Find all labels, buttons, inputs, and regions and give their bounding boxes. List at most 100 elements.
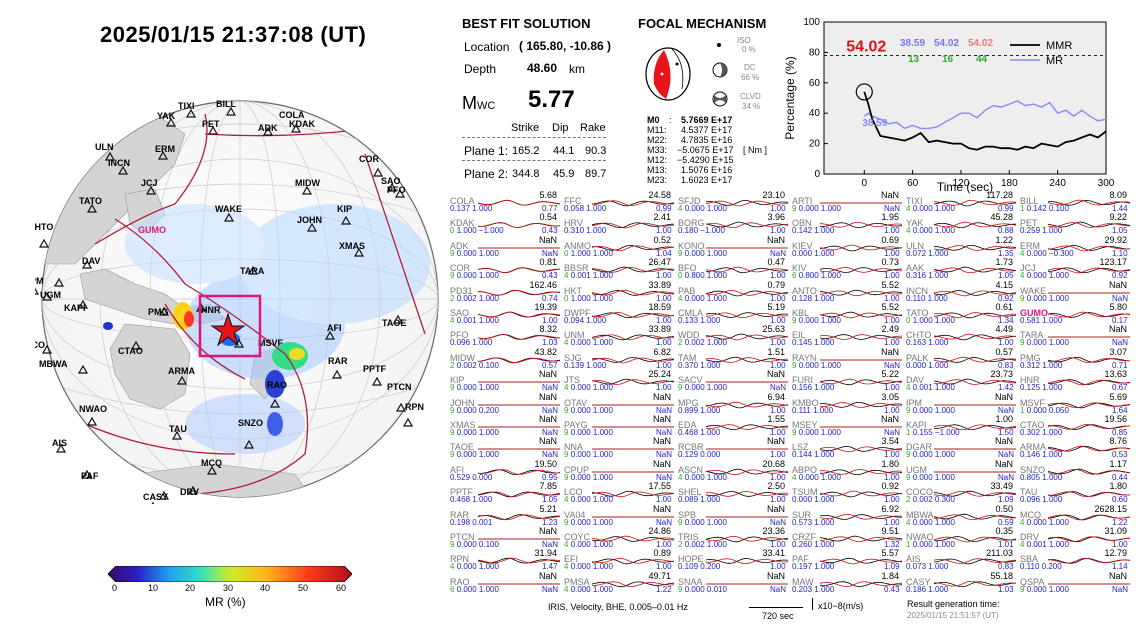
station-cell[interactable]: SUR 6.92 0.573 1.000 1.00 xyxy=(792,504,902,528)
station-cell[interactable]: LCO 17.55 4 0.000 1.000 1.00 xyxy=(564,481,674,505)
station-cell[interactable]: CMLA 5.19 0.133 1.000 1.00 xyxy=(678,302,788,326)
station-cell[interactable]: NNA NaN 9 0.000 1.000 NaN xyxy=(564,436,674,460)
station-cell[interactable]: PAYG NaN 9 0.000 1.000 NaN xyxy=(564,414,674,438)
station-cell[interactable]: HKT 33.89 0 1.000 1.000 1.00 xyxy=(564,280,674,304)
station-cell[interactable]: TARA NaN 9 0.000 1.000 NaN xyxy=(1020,324,1130,348)
station-cell[interactable]: MSEY NaN 9 0.000 1.000 NaN xyxy=(792,414,902,438)
station-cell[interactable]: CTAO 19.56 0.302 1.000 0.85 xyxy=(1020,414,1130,438)
station-cell[interactable]: CASY 55.18 0.186 1.000 1.03 xyxy=(906,571,1016,595)
station-cell[interactable]: AIS 211.03 0.073 1.000 0.83 xyxy=(906,548,1016,572)
station-cell[interactable]: ERM 29.92 4 0.000 −0.300 1.10 xyxy=(1020,235,1130,259)
station-cell[interactable]: DRV 31.09 4 0.001 1.000 1.00 xyxy=(1020,526,1130,550)
station-cell[interactable]: DWPF 18.59 0.094 1.000 1.00 xyxy=(564,302,674,326)
station-cell[interactable]: SACV NaN 9 0.000 1.000 NaN xyxy=(678,369,788,393)
station-cell[interactable]: MIDW 43.82 2 0.002 0.100 0.57 xyxy=(450,347,560,371)
station-cell[interactable]: SJG 6.82 0.139 1.000 1.00 xyxy=(564,347,674,371)
station-cell[interactable]: SNZO 1.17 0.805 1.000 0.44 xyxy=(1020,459,1130,483)
station-cell[interactable]: QSPA NaN 9 0.000 1.000 NaN xyxy=(1020,571,1130,595)
station-cell[interactable]: PMSA 49.71 4 0.000 1.000 1.22 xyxy=(564,571,674,595)
station-cell[interactable]: MCQ 2628.15 4 0.000 1.000 1.22 xyxy=(1020,504,1130,528)
station-cell[interactable]: JCJ 123.17 4 0.000 1.000 0.92 xyxy=(1020,257,1130,281)
station-cell[interactable]: TAU 1.80 0.096 1.000 0.60 xyxy=(1020,481,1130,505)
station-cell[interactable]: GUMO 5.80 0.581 1.000 0.17 xyxy=(1020,302,1130,326)
station-cell[interactable]: VA04 NaN 9 0.000 1.000 NaN xyxy=(564,504,674,528)
station-cell[interactable]: RAYN NaN 9 0.000 1.000 NaN xyxy=(792,347,902,371)
station-cell[interactable]: ANTO 5.52 0.128 1.000 1.00 xyxy=(792,280,902,304)
station-cell[interactable]: DGAR NaN 9 0.000 1.000 NaN xyxy=(906,436,1016,460)
station-cell[interactable]: PMG 3.07 0.312 1.000 0.71 xyxy=(1020,347,1130,371)
station-cell[interactable]: KBL 5.52 9 0.000 1.000 1.00 xyxy=(792,302,902,326)
station-cell[interactable]: JTS 25.24 4 0.000 1.000 1.00 xyxy=(564,369,674,393)
station-cell[interactable]: BORG 3.96 0.180 −1.000 1.00 xyxy=(678,212,788,236)
station-cell[interactable]: EDA 1.55 0.468 1.000 1.00 xyxy=(678,414,788,438)
station-cell[interactable]: ARTI NaN 9 0.000 1.000 NaN xyxy=(792,190,902,214)
station-cell[interactable]: HRV 2.41 0.310 1.000 1.00 xyxy=(564,212,674,236)
station-cell[interactable]: SBA 12.79 0.110 0.200 1.14 xyxy=(1020,548,1130,572)
station-cell[interactable]: OBN 1.95 0.142 1.000 1.00 xyxy=(792,212,902,236)
station-cell[interactable]: SAO 19.39 4 0.001 1.000 1.00 xyxy=(450,302,560,326)
station-cell[interactable]: RAR 5.21 0.198 0.001 1.23 xyxy=(450,504,560,528)
station-cell[interactable]: JOHN NaN 9 0.000 0.200 NaN xyxy=(450,392,560,416)
station-cell[interactable]: PTCN NaN 9 0.000 0.100 NaN xyxy=(450,526,560,550)
station-cell[interactable]: CPUP NaN 9 0.000 1.000 NaN xyxy=(564,459,674,483)
station-cell[interactable]: TATO 0.61 0 1.000 1.000 1.34 xyxy=(906,302,1016,326)
station-cell[interactable]: PALK 0.57 0.000 1.000 0.83 xyxy=(906,347,1016,371)
station-cell[interactable]: PPTF 7.85 0.468 1.000 1.05 xyxy=(450,481,560,505)
station-cell[interactable]: OTAV NaN 9 0.000 1.000 NaN xyxy=(564,392,674,416)
station-cell[interactable]: MBWA 0.50 4 0.000 1.000 0.59 xyxy=(906,504,1016,528)
station-cell[interactable]: SFJD 23.10 4 0.000 1.000 1.00 xyxy=(678,190,788,214)
station-cell[interactable]: MSVF 5.69 1 0.000 0.050 1.64 xyxy=(1020,392,1130,416)
station-cell[interactable]: WAKE NaN 9 0.000 1.000 NaN xyxy=(1020,280,1130,304)
station-cell[interactable]: KMBO 3.05 0.111 1.000 1.00 xyxy=(792,392,902,416)
station-cell[interactable]: COYC 24.86 4 0.000 1.000 1.00 xyxy=(564,526,674,550)
station-cell[interactable]: AFI 19.50 0.529 0.000 0.95 xyxy=(450,459,560,483)
station-cell[interactable]: FURI 5.22 0.156 1.000 1.00 xyxy=(792,369,902,393)
station-cell[interactable]: AAK 1.73 0.316 1.000 1.05 xyxy=(906,257,1016,281)
station-cell[interactable]: KDAK 0.54 0 1.000 −1.000 0.43 xyxy=(450,212,560,236)
station-cell[interactable]: DAV 23.73 4 0.001 1.000 1.42 xyxy=(906,369,1016,393)
station-cell[interactable]: KAPI 1.00 1 0.155 −1.000 1.50 xyxy=(906,414,1016,438)
station-cell[interactable]: RAO NaN 6 0.000 1.000 NaN xyxy=(450,571,560,595)
station-cell[interactable]: SHEL 2.50 0.089 1.000 1.00 xyxy=(678,481,788,505)
station-cell[interactable]: ARMA 8.76 0.146 1.000 0.53 xyxy=(1020,436,1130,460)
station-cell[interactable]: EFI 0.89 4 0.000 1.000 1.00 xyxy=(564,548,674,572)
station-cell[interactable]: TAOE NaN 9 0.000 1.000 NaN xyxy=(450,436,560,460)
station-cell[interactable]: TSUM 0.92 0.000 1.000 1.00 xyxy=(792,481,902,505)
station-cell[interactable]: PD31 162.46 2 0.002 1.000 0.74 xyxy=(450,280,560,304)
station-cell[interactable]: IPM NaN 9 0.000 1.000 NaN xyxy=(906,392,1016,416)
station-cell[interactable]: ADK NaN 9 0.000 1.000 NaN xyxy=(450,235,560,259)
station-cell[interactable]: YAK 45.28 4 0.000 1.000 0.88 xyxy=(906,212,1016,236)
station-cell[interactable]: BFO 0.47 0 0.800 1.000 1.00 xyxy=(678,257,788,281)
station-cell[interactable]: KIEV 0.69 0.000 1.000 1.00 xyxy=(792,235,902,259)
station-cell[interactable]: PET 9.22 0.259 1.000 1.05 xyxy=(1020,212,1130,236)
station-cell[interactable]: EIL 2.49 0.145 1.000 1.00 xyxy=(792,324,902,348)
station-cell[interactable]: TAM 1.51 0.370 1.000 1.00 xyxy=(678,347,788,371)
station-cell[interactable]: FFC 24.58 0.058 1.000 0.99 xyxy=(564,190,674,214)
station-cell[interactable]: UNM 33.89 4 0.000 1.000 1.00 xyxy=(564,324,674,348)
station-cell[interactable]: WDD 25.63 2 0.002 1.000 1.00 xyxy=(678,324,788,348)
station-cell[interactable]: PAF 5.57 0.197 1.000 1.09 xyxy=(792,548,902,572)
station-cell[interactable]: MAW 1.84 0.203 1.000 0.43 xyxy=(792,571,902,595)
station-cell[interactable]: TRIS 23.36 2 0.002 1.000 1.00 xyxy=(678,526,788,550)
station-cell[interactable]: INCN 4.15 0.110 1.000 0.92 xyxy=(906,280,1016,304)
station-cell[interactable]: HOPE 33.41 0.109 0.200 1.00 xyxy=(678,548,788,572)
station-cell[interactable]: TIXI 117.28 4 0.000 1.000 0.99 xyxy=(906,190,1016,214)
station-cell[interactable]: ABPO 1.80 4 0.000 1.000 1.00 xyxy=(792,459,902,483)
globe-map[interactable]: TIXI BILL YAK PET COLA KDAK ADK ULN INCN… xyxy=(3,94,445,529)
station-cell[interactable]: KONO NaN 9 0.000 1.000 NaN xyxy=(678,235,788,259)
station-cell[interactable]: LSZ 3.54 0.144 1.000 1.00 xyxy=(792,436,902,460)
station-cell[interactable]: NWAO 0.35 1 0.000 1.000 1.01 xyxy=(906,526,1016,550)
station-cell[interactable]: SNAA NaN 9 0.000 0.010 NaN xyxy=(678,571,788,595)
station-cell[interactable]: RPN 31.94 4 0.000 1.000 1.47 xyxy=(450,548,560,572)
station-cell[interactable]: ULN 1.22 0.072 1.000 1.35 xyxy=(906,235,1016,259)
station-cell[interactable]: ANMO 0.52 0 1.000 1.000 1.04 xyxy=(564,235,674,259)
station-cell[interactable]: BBSR 26.47 4 0.001 1.000 1.00 xyxy=(564,257,674,281)
station-cell[interactable]: PFO 8.32 0.096 1.000 1.03 xyxy=(450,324,560,348)
station-cell[interactable]: CHTO 4.49 0.163 1.000 1.00 xyxy=(906,324,1016,348)
station-cell[interactable]: ASCN 20.68 4 0.000 1.000 1.00 xyxy=(678,459,788,483)
station-cell[interactable]: XMAS NaN 9 0.000 1.000 NaN xyxy=(450,414,560,438)
station-cell[interactable]: COLA 5.68 0.137 1.000 0.77 xyxy=(450,190,560,214)
station-cell[interactable]: RCBR NaN 0.129 0.000 1.00 xyxy=(678,436,788,460)
station-cell[interactable]: BILL 8.09 1 0.142 0.100 1.44 xyxy=(1020,190,1130,214)
station-cell[interactable]: CRZF 9.51 0.260 1.000 1.32 xyxy=(792,526,902,550)
